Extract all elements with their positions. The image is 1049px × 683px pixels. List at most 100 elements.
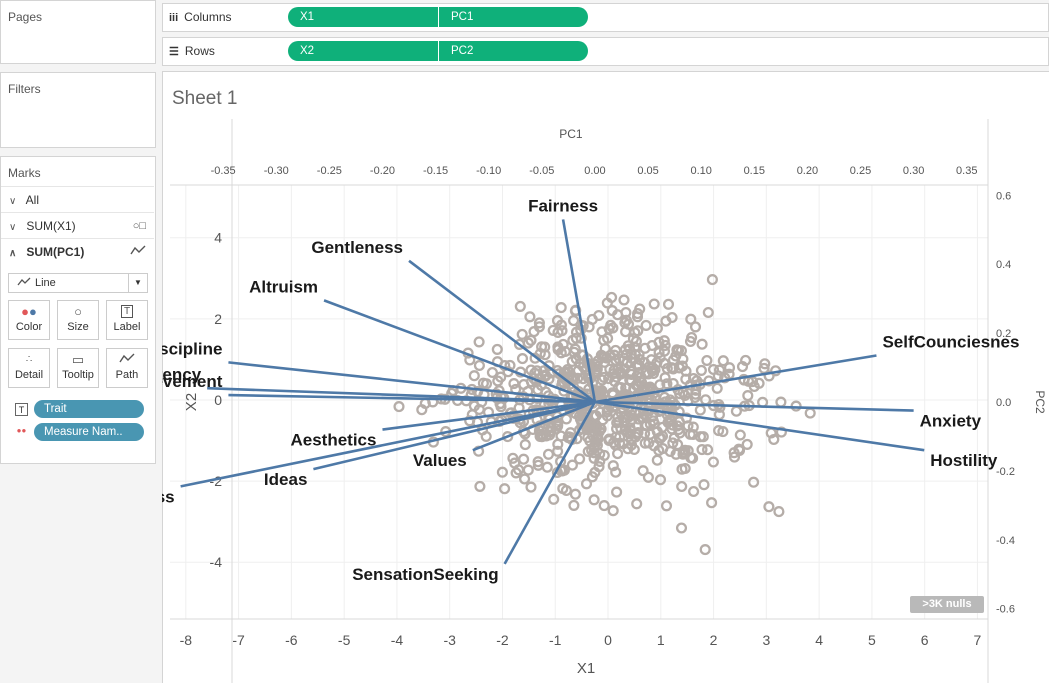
columns-shelf[interactable]: iii Columns X1 PC1	[162, 3, 1049, 32]
rows-shelf[interactable]: ☰ Rows X2 PC2	[162, 37, 1049, 66]
vector-label: Hostility	[930, 451, 998, 470]
data-point	[552, 420, 564, 432]
data-point	[468, 400, 480, 412]
marks-title: Marks	[8, 166, 41, 180]
label-t-icon: T	[107, 301, 147, 321]
pc2-pill[interactable]: PC2	[439, 41, 588, 61]
data-point	[697, 431, 709, 443]
data-point	[642, 471, 654, 483]
data-point	[763, 501, 775, 513]
vector-label: Fairness	[528, 196, 598, 215]
pc1-tick-label: -0.05	[529, 165, 554, 177]
data-point	[499, 483, 511, 495]
chevron-down-icon: ∨	[9, 196, 17, 207]
data-point	[738, 374, 750, 386]
data-point	[534, 347, 546, 360]
loading-vector	[228, 393, 595, 404]
x2-tick-label: -4	[210, 554, 223, 570]
vector-label: Competency	[162, 365, 202, 384]
x1-tick-label: -6	[285, 632, 298, 648]
data-point	[654, 352, 666, 364]
pc1-tick-label: 0.20	[797, 165, 818, 177]
nulls-badge[interactable]: >3K nulls	[910, 596, 984, 613]
data-point	[580, 478, 593, 490]
marks-row-all[interactable]: ∨ All	[1, 186, 154, 212]
data-point	[775, 426, 787, 438]
data-point	[468, 370, 480, 382]
mark-type-dropdown[interactable]: Line ▼	[8, 273, 148, 293]
loading-vectors	[180, 219, 925, 565]
data-point	[599, 356, 611, 368]
x2-axis-label: X2	[183, 393, 200, 411]
x1-tick-label: 4	[815, 632, 823, 648]
data-point	[664, 445, 676, 458]
x1-tick-label: -2	[496, 632, 509, 648]
data-point	[634, 303, 646, 315]
label-button[interactable]: T Label	[106, 300, 148, 340]
pc1-pill[interactable]: PC1	[439, 7, 588, 27]
data-point	[614, 431, 626, 443]
data-point	[714, 401, 726, 413]
data-point	[519, 473, 531, 485]
pc1-tick-label: -0.15	[423, 165, 448, 177]
data-point	[667, 396, 679, 408]
data-point	[748, 380, 760, 393]
x1-tick-label: -1	[549, 632, 562, 648]
data-point	[713, 364, 726, 376]
vector-label: Ideas	[264, 470, 307, 489]
vector-label: Achievement	[162, 372, 223, 391]
data-point	[728, 451, 741, 463]
data-point	[540, 370, 552, 382]
columns-label: iii Columns	[169, 10, 232, 24]
data-point	[558, 464, 570, 476]
pc1-tick-label: -0.10	[476, 165, 501, 177]
biplot-chart[interactable]: -8 -7 -6 -5 -4 -3 -2 -1 0 1 2 3 4 5 6 7 X1 4 2 0 -2 -4 X2 -0.35…	[162, 93, 1049, 683]
data-point	[555, 302, 567, 314]
data-point	[631, 370, 643, 382]
size-button[interactable]: ○ Size	[57, 300, 99, 340]
tooltip-button[interactable]: ▭ Tooltip	[57, 348, 99, 388]
data-point	[589, 466, 601, 478]
data-point	[568, 346, 580, 358]
rows-label: ☰ Rows	[169, 44, 215, 58]
measure-names-field-pill[interactable]: Measure Nam..	[34, 423, 144, 441]
tooltip-icon: ▭	[71, 352, 85, 367]
x1-pill[interactable]: X1	[288, 7, 438, 27]
x2-tick-label: 0	[214, 392, 222, 408]
data-point	[773, 506, 785, 518]
data-point	[612, 448, 624, 460]
loading-vector	[594, 354, 877, 404]
data-point	[607, 460, 619, 472]
vector-labels: Fairness Gentleness Altruism Discipline Comp…	[162, 196, 1019, 583]
line-icon	[130, 239, 146, 265]
data-point	[689, 391, 701, 404]
pc1-tick-label: 0.30	[903, 165, 924, 177]
filters-panel[interactable]: Filters	[0, 72, 156, 148]
size-label: Size	[67, 321, 89, 333]
dropdown-arrow-icon: ▼	[128, 274, 147, 292]
loading-vector	[594, 400, 925, 452]
pages-panel[interactable]: Pages	[0, 0, 156, 64]
x1-tick-label: -5	[338, 632, 351, 648]
x1-tick-label: 1	[657, 632, 665, 648]
data-point	[518, 453, 530, 465]
pc2-tick-label: 0.6	[996, 190, 1011, 202]
data-point	[594, 448, 606, 460]
data-point	[486, 366, 498, 379]
data-point	[507, 452, 519, 464]
path-button[interactable]: Path	[106, 348, 148, 388]
data-point	[654, 474, 667, 486]
color-button[interactable]: ●● Color	[8, 300, 50, 340]
pc1-tick-label: 0.25	[850, 165, 871, 177]
marks-row-sum-x1[interactable]: ∨ SUM(X1) ○□	[1, 212, 154, 238]
data-point	[653, 347, 665, 359]
vector-label: Assertiveness	[162, 487, 175, 506]
detail-button[interactable]: ∴ Detail	[8, 348, 50, 388]
data-point	[654, 379, 666, 391]
trait-field-pill[interactable]: Trait	[34, 400, 144, 418]
marks-row-sum-pc1[interactable]: ∧ SUM(PC1)	[1, 238, 154, 264]
label-label: Label	[113, 321, 141, 333]
data-point	[525, 334, 537, 346]
filters-title: Filters	[8, 82, 41, 96]
x2-pill[interactable]: X2	[288, 41, 438, 61]
